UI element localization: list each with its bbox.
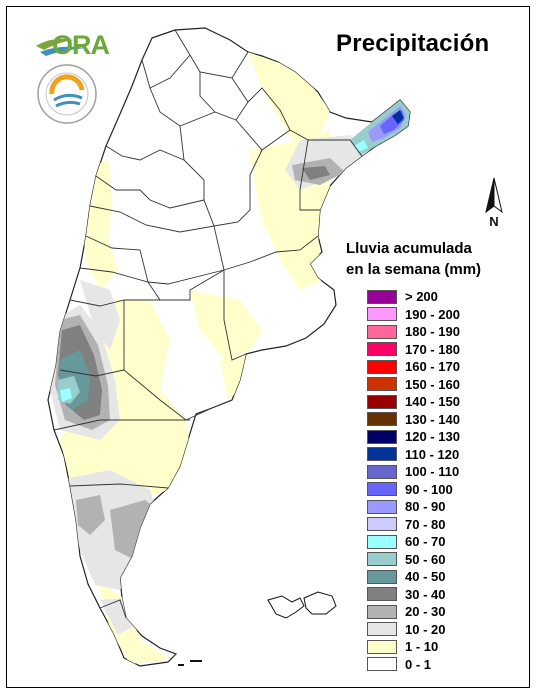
legend-row: 70 - 80 <box>367 516 460 534</box>
legend-label: 40 - 50 <box>405 569 446 585</box>
legend-swatch <box>367 517 397 532</box>
legend-swatch <box>367 657 397 672</box>
malvinas-islands <box>267 591 337 619</box>
legend-row: 180 - 190 <box>367 323 460 341</box>
legend-row: 30 - 40 <box>367 586 460 604</box>
legend-label: 70 - 80 <box>405 516 446 532</box>
province-borders <box>53 29 363 619</box>
legend-row: 80 - 90 <box>367 498 460 516</box>
legend-row: 140 - 150 <box>367 393 460 411</box>
legend-row: 0 - 1 <box>367 656 460 674</box>
legend-swatch <box>367 482 397 497</box>
legend-row: 130 - 140 <box>367 411 460 429</box>
legend-swatch <box>367 569 397 584</box>
legend-swatch <box>367 289 397 304</box>
legend-row: 160 - 170 <box>367 358 460 376</box>
legend-row: 20 - 30 <box>367 603 460 621</box>
legend-row: 60 - 70 <box>367 533 460 551</box>
legend-swatch <box>367 324 397 339</box>
legend-row: > 200 <box>367 288 460 306</box>
legend-row: 40 - 50 <box>367 568 460 586</box>
legend-swatch <box>367 639 397 654</box>
legend-row: 150 - 160 <box>367 376 460 394</box>
legend-row: 190 - 200 <box>367 306 460 324</box>
legend-row: 50 - 60 <box>367 551 460 569</box>
legend-swatch <box>367 342 397 357</box>
legend-label: > 200 <box>405 289 438 305</box>
legend-label: 160 - 170 <box>405 359 460 375</box>
legend-label: 120 - 130 <box>405 429 460 445</box>
tierra-del-fuego-islets <box>178 660 202 666</box>
legend-label: 170 - 180 <box>405 341 460 357</box>
legend-label: 180 - 190 <box>405 324 460 340</box>
north-label: N <box>489 214 498 229</box>
legend-label: 150 - 160 <box>405 376 460 392</box>
legend-label: 20 - 30 <box>405 604 446 620</box>
smn-seal-icon <box>37 64 97 124</box>
legend-label: 0 - 1 <box>405 656 432 672</box>
legend-label: 140 - 150 <box>405 394 460 410</box>
legend-label: 50 - 60 <box>405 551 446 567</box>
ora-logo-text: ORA <box>52 30 110 60</box>
legend-row: 120 - 130 <box>367 428 460 446</box>
legend-row: 1 - 10 <box>367 638 460 656</box>
legend-swatch <box>367 604 397 619</box>
legend-row: 110 - 120 <box>367 446 460 464</box>
legend-label: 30 - 40 <box>405 586 446 602</box>
legend-swatch <box>367 447 397 462</box>
legend-swatch <box>367 587 397 602</box>
legend-title: Lluvia acumulada en la semana (mm) <box>346 238 481 280</box>
legend-row: 10 - 20 <box>367 621 460 639</box>
ora-logo-icon <box>36 38 86 56</box>
legend-label: 10 - 20 <box>405 621 446 637</box>
legend-title-line1: Lluvia acumulada <box>346 240 472 257</box>
legend-row: 170 - 180 <box>367 341 460 359</box>
legend-label: 190 - 200 <box>405 306 460 322</box>
legend-swatch <box>367 307 397 322</box>
legend-label: 110 - 120 <box>405 446 460 462</box>
legend-swatch <box>367 377 397 392</box>
north-arrow-icon <box>485 177 503 214</box>
legend-row: 100 - 110 <box>367 463 460 481</box>
legend-label: 130 - 140 <box>405 411 460 427</box>
legend-swatch <box>367 499 397 514</box>
legend-label: 80 - 90 <box>405 499 446 515</box>
legend: > 200 190 - 200 180 - 190 170 - 180 160 - 17… <box>367 288 460 673</box>
legend-swatch <box>367 412 397 427</box>
legend-swatch <box>367 394 397 409</box>
precipitation-fields <box>50 52 370 664</box>
legend-label: 100 - 110 <box>405 464 460 480</box>
legend-swatch <box>367 534 397 549</box>
legend-swatch <box>367 622 397 637</box>
legend-swatch <box>367 464 397 479</box>
legend-swatch <box>367 359 397 374</box>
legend-label: 90 - 100 <box>405 481 453 497</box>
legend-row: 90 - 100 <box>367 481 460 499</box>
legend-swatch <box>367 552 397 567</box>
legend-label: 1 - 10 <box>405 639 439 655</box>
legend-title-line2: en la semana (mm) <box>346 261 482 278</box>
map-title: Precipitación <box>336 30 490 57</box>
misiones-rain-field <box>350 100 410 156</box>
legend-label: 60 - 70 <box>405 534 446 550</box>
legend-swatch <box>367 429 397 444</box>
